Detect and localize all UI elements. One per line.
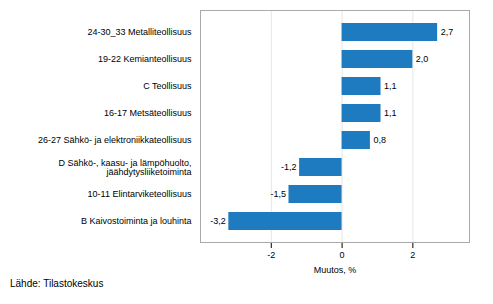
- svg-text:26-27 Sähkö- ja elektroniikkat: 26-27 Sähkö- ja elektroniikkateollisuus: [38, 135, 192, 145]
- svg-text:0: 0: [340, 250, 345, 260]
- html-text:Lähde: Tilastokeskus: Lähde: Tilastokeskus: [10, 278, 104, 289]
- svg-text:2,0: 2,0: [416, 54, 429, 64]
- svg-text:1,1: 1,1: [384, 81, 397, 91]
- svg-text:-3,2: -3,2: [210, 216, 226, 226]
- svg-text:D Sähkö-, kaasu- ja lämpöhuolt: D Sähkö-, kaasu- ja lämpöhuolto,jäähdyty…: [58, 158, 191, 177]
- svg-text:B Kaivostoiminta ja louhinta: B Kaivostoiminta ja louhinta: [81, 216, 192, 226]
- svg-text:10-11 Elintarviketeollisuus: 10-11 Elintarviketeollisuus: [88, 189, 192, 199]
- svg-text:-1,2: -1,2: [281, 162, 297, 172]
- svg-text:19-22 Kemianteollisuus: 19-22 Kemianteollisuus: [98, 54, 192, 64]
- svg-text:-1,5: -1,5: [270, 189, 286, 199]
- svg-text:-2: -2: [267, 250, 275, 260]
- svg-text:24-30_33 Metalliteollisuus: 24-30_33 Metalliteollisuus: [87, 27, 192, 37]
- svg-text:0,8: 0,8: [373, 135, 386, 145]
- svg-text:2: 2: [410, 250, 415, 260]
- svg-text:2,7: 2,7: [441, 27, 454, 37]
- svg-text:1,1: 1,1: [384, 108, 397, 118]
- svg-text:C Teollisuus: C Teollisuus: [143, 81, 192, 91]
- svg-text:16-17 Metsäteollisuus: 16-17 Metsäteollisuus: [104, 108, 192, 118]
- svg-text:Muutos, %: Muutos, %: [314, 265, 357, 275]
